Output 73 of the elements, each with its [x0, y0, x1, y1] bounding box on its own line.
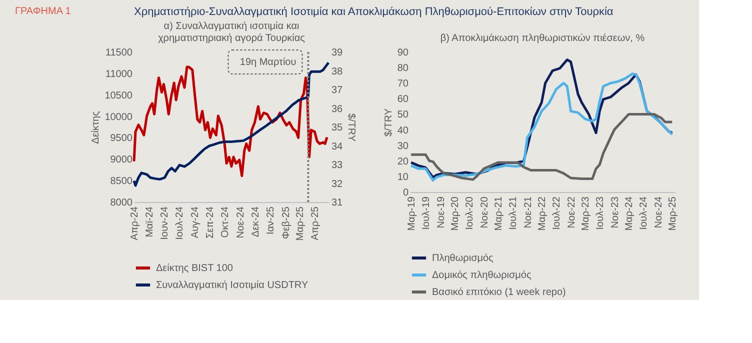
x-tick-label: Σεπ-24 [205, 206, 216, 238]
y-tick-label: 60 [397, 94, 409, 106]
x-tick-label: Μαρ-20 [450, 196, 462, 231]
x-tick-label: Ιουλ-24 [638, 196, 650, 230]
x-tick-label: Μαρ-22 [537, 196, 548, 231]
x-tick-label: Νοε-24 [653, 196, 664, 228]
y2-tick-label: 33 [332, 160, 344, 171]
x-tick-label: Ιουλ-21 [508, 196, 520, 230]
x-tick-label: Δεκ-24 [250, 206, 262, 238]
y-tick-label: 8500 [110, 176, 133, 188]
x-tick-label: Νοε-22 [566, 196, 578, 228]
x-tick-label: Οκτ-24 [220, 206, 232, 238]
x-tick-label: Μαρ-25 [668, 196, 679, 231]
y2-tick-label: 39 [332, 48, 344, 58]
x-tick-label: Μαρ-23 [580, 196, 592, 231]
x-tick-label: Ιαν-25 [266, 206, 277, 235]
y-axis-title: Δείκτης [90, 110, 102, 144]
y2-tick-label: 31 [332, 198, 344, 208]
x-tick-label: Μαρ-19 [406, 196, 418, 231]
y-tick-label: 40 [397, 125, 409, 136]
y-tick-label: 9000 [110, 154, 133, 166]
x-tick-label: Νοε-21 [522, 196, 534, 228]
y2-tick-label: 35 [332, 122, 344, 134]
x-tick-label: Νοε-19 [436, 196, 447, 228]
y2-tick-label: 37 [332, 85, 344, 96]
chart-title: β) Αποκλιμάκωση πληθωριστικών πιέσεων, % [440, 33, 645, 44]
y-tick-label: 9500 [110, 133, 133, 144]
y-tick-label: 30 [397, 140, 409, 152]
y2-axis-title: $/TRY [346, 113, 357, 142]
x-tick-label: Ιουλ-22 [552, 196, 563, 230]
y-tick-label: 11500 [105, 48, 133, 58]
y-tick-label: 10000 [104, 112, 133, 123]
y2-tick-label: 34 [332, 141, 344, 152]
x-tick-label: Αυγ-24 [190, 206, 201, 238]
y-tick-label: 90 [397, 48, 409, 58]
x-tick-label: Μαρ-24 [624, 196, 636, 231]
x-tick-label: Νοε-24 [235, 206, 246, 238]
y-tick-label: 10 [397, 172, 409, 183]
x-tick-label: Ιουν-24 [160, 206, 171, 240]
x-tick-label: Ιουλ-24 [174, 206, 186, 240]
x-tick-label: Απρ-25 [310, 206, 322, 240]
y-tick-label: 80 [397, 63, 409, 74]
x-tick-label: Μαρ-25 [294, 206, 306, 241]
legend-label: Συναλλαγματική Ισοτιμία USDTRY [156, 280, 308, 291]
x-tick-label: Μαϊ-24 [144, 206, 156, 238]
y-tick-label: 8000 [110, 198, 133, 208]
text: Χρηματιστήριο-Συναλλαγματική Ισοτιμία και Αποκλιμάκωση Πληθωρισμού-Επιτοκίων στην Τουρκία [134, 6, 614, 18]
y-tick-label: 70 [397, 78, 409, 90]
y-tick-label: 10500 [104, 90, 133, 102]
x-tick-label: Νοε-20 [479, 196, 490, 228]
x-tick-label: Νοε-23 [610, 196, 621, 228]
y-tick-label: 20 [397, 156, 409, 168]
legend-label: Δείκτης BIST 100 [156, 263, 234, 274]
x-tick-label: Ιουλ-23 [595, 196, 606, 230]
y2-tick-label: 36 [332, 104, 344, 115]
y-tick-label: 0 [402, 188, 409, 198]
y-axis-title: $/TRY [383, 108, 394, 137]
y2-tick-label: 38 [332, 66, 344, 78]
ref-line-label: 19η Μαρτίου [240, 57, 296, 68]
x-tick-label: Ιουλ-20 [464, 196, 476, 230]
x-tick-label: Απρ-24 [130, 206, 140, 240]
y2-tick-label: 32 [332, 178, 344, 190]
x-tick-label: Φεβ-25 [280, 206, 292, 240]
legend-label: Δομικός πληθωρισμός [432, 270, 532, 281]
x-tick-label: Ιουλ-19 [421, 196, 432, 230]
x-tick-label: Μαρ-21 [494, 196, 505, 231]
y-tick-label: 50 [397, 110, 409, 121]
y-tick-label: 11000 [105, 68, 133, 80]
legend-label: Πληθωρισμός [432, 253, 494, 264]
chart-title: α) Συναλλαγματική ισοτιμία και χρηματιστηριακή αγορά Τουρκίας [158, 21, 306, 44]
legend-label: Βασικό επιτόκιο (1 week repo) [432, 287, 566, 298]
text: ΓΡΑΦΗΜΑ 1 [15, 6, 72, 17]
line-series [410, 112, 674, 181]
